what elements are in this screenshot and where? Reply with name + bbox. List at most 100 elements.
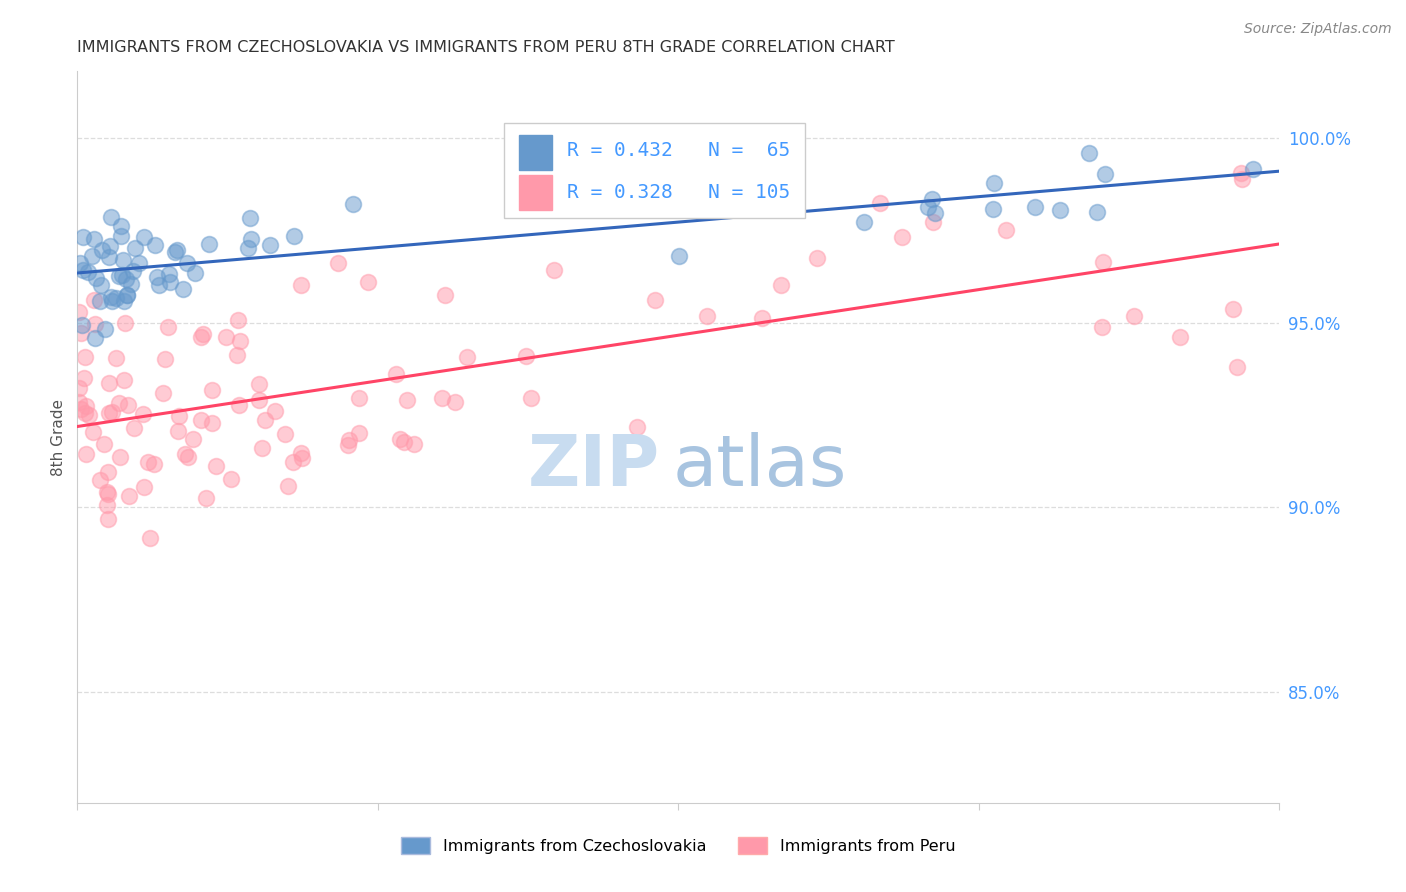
Immigrants from Peru — [291, 451, 314, 466]
Immigrants from Peru — [181, 432, 204, 446]
Immigrants from Peru — [101, 404, 124, 418]
Immigrants from Peru — [443, 395, 465, 409]
Immigrants from Peru — [515, 350, 537, 364]
Immigrants from Czechoslovakia — [80, 249, 103, 263]
Immigrants from Peru — [336, 437, 359, 451]
Immigrants from Peru — [219, 472, 242, 486]
Immigrants from Czechoslovakia — [853, 214, 876, 228]
Immigrants from Peru — [112, 373, 135, 387]
Immigrants from Czechoslovakia — [184, 266, 207, 280]
Immigrants from Peru — [696, 310, 718, 324]
Immigrants from Peru — [108, 395, 131, 409]
Immigrants from Czechoslovakia — [1094, 167, 1116, 181]
Immigrants from Peru — [77, 409, 100, 423]
Immigrants from Peru — [131, 407, 153, 421]
Immigrants from Peru — [97, 512, 120, 526]
Immigrants from Czechoslovakia — [1024, 200, 1046, 214]
Immigrants from Czechoslovakia — [98, 239, 121, 253]
Immigrants from Peru — [644, 293, 666, 308]
Immigrants from Peru — [73, 406, 96, 420]
Immigrants from Peru — [82, 425, 104, 440]
Immigrants from Peru — [326, 256, 349, 270]
Immigrants from Czechoslovakia — [76, 264, 98, 278]
Immigrants from Czechoslovakia — [146, 270, 169, 285]
Text: Source: ZipAtlas.com: Source: ZipAtlas.com — [1244, 22, 1392, 37]
Immigrants from Peru — [104, 351, 127, 365]
Immigrants from Czechoslovakia — [117, 288, 139, 302]
Immigrants from Czechoslovakia — [122, 264, 145, 278]
Immigrants from Peru — [152, 386, 174, 401]
Immigrants from Peru — [626, 420, 648, 434]
Text: IMMIGRANTS FROM CZECHOSLOVAKIA VS IMMIGRANTS FROM PERU 8TH GRADE CORRELATION CHA: IMMIGRANTS FROM CZECHOSLOVAKIA VS IMMIGR… — [77, 40, 896, 55]
Immigrants from Peru — [432, 391, 454, 405]
Immigrants from Peru — [273, 426, 295, 441]
Immigrants from Peru — [93, 437, 115, 451]
Immigrants from Peru — [96, 498, 118, 512]
Immigrants from Czechoslovakia — [981, 202, 1004, 216]
Immigrants from Peru — [247, 376, 270, 391]
Immigrants from Czechoslovakia — [90, 277, 112, 292]
Text: R = 0.432   N =  65: R = 0.432 N = 65 — [567, 141, 790, 160]
Immigrants from Czechoslovakia — [238, 242, 260, 256]
Immigrants from Czechoslovakia — [159, 275, 181, 289]
Immigrants from Peru — [347, 391, 370, 405]
FancyBboxPatch shape — [519, 135, 553, 170]
Immigrants from Czechoslovakia — [723, 190, 745, 204]
Immigrants from Peru — [201, 384, 224, 398]
Immigrants from Czechoslovakia — [104, 291, 127, 305]
Immigrants from Peru — [97, 465, 120, 479]
Immigrants from Peru — [191, 327, 214, 342]
Immigrants from Czechoslovakia — [239, 211, 262, 226]
Immigrants from Peru — [201, 416, 224, 430]
Immigrants from Peru — [67, 395, 90, 409]
Immigrants from Peru — [404, 436, 426, 450]
Immigrants from Peru — [1122, 309, 1144, 323]
Immigrants from Peru — [385, 367, 408, 381]
Immigrants from Peru — [97, 406, 120, 420]
Immigrants from Peru — [388, 433, 411, 447]
Immigrants from Peru — [922, 215, 945, 229]
Immigrants from Peru — [75, 446, 97, 460]
Immigrants from Czechoslovakia — [83, 331, 105, 345]
Immigrants from Peru — [83, 293, 105, 307]
Immigrants from Peru — [122, 420, 145, 434]
Immigrants from Peru — [157, 319, 180, 334]
Immigrants from Czechoslovakia — [924, 206, 946, 220]
Immigrants from Peru — [890, 229, 912, 244]
Immigrants from Czechoslovakia — [72, 263, 94, 277]
Immigrants from Czechoslovakia — [1241, 161, 1264, 176]
Immigrants from Czechoslovakia — [111, 268, 134, 282]
Immigrants from Peru — [1230, 166, 1253, 180]
Immigrants from Peru — [69, 401, 91, 416]
Immigrants from Czechoslovakia — [259, 237, 281, 252]
Immigrants from Czechoslovakia — [110, 219, 132, 234]
Immigrants from Peru — [349, 425, 371, 440]
Immigrants from Peru — [456, 350, 478, 364]
Immigrants from Czechoslovakia — [110, 229, 132, 244]
Immigrants from Peru — [247, 392, 270, 407]
Immigrants from Peru — [337, 433, 360, 447]
Immigrants from Czechoslovakia — [89, 294, 111, 309]
Immigrants from Peru — [96, 484, 118, 499]
Immigrants from Czechoslovakia — [148, 277, 170, 292]
Immigrants from Czechoslovakia — [699, 189, 721, 203]
Immigrants from Czechoslovakia — [70, 318, 93, 332]
Immigrants from Czechoslovakia — [124, 242, 146, 256]
Immigrants from Peru — [226, 348, 249, 362]
Immigrants from Czechoslovakia — [197, 237, 219, 252]
Immigrants from Peru — [117, 398, 139, 412]
Immigrants from Peru — [396, 392, 419, 407]
Immigrants from Peru — [1091, 320, 1114, 334]
Immigrants from Peru — [252, 441, 274, 455]
Immigrants from Peru — [290, 277, 312, 292]
Immigrants from Czechoslovakia — [132, 230, 155, 244]
Immigrants from Peru — [264, 404, 287, 418]
Immigrants from Czechoslovakia — [172, 283, 194, 297]
Immigrants from Peru — [155, 352, 177, 367]
Immigrants from Peru — [434, 287, 457, 301]
FancyBboxPatch shape — [519, 175, 553, 211]
Immigrants from Peru — [995, 223, 1018, 237]
Immigrants from Czechoslovakia — [163, 244, 186, 259]
Text: ZIP: ZIP — [529, 432, 661, 500]
Immigrants from Peru — [89, 473, 111, 487]
